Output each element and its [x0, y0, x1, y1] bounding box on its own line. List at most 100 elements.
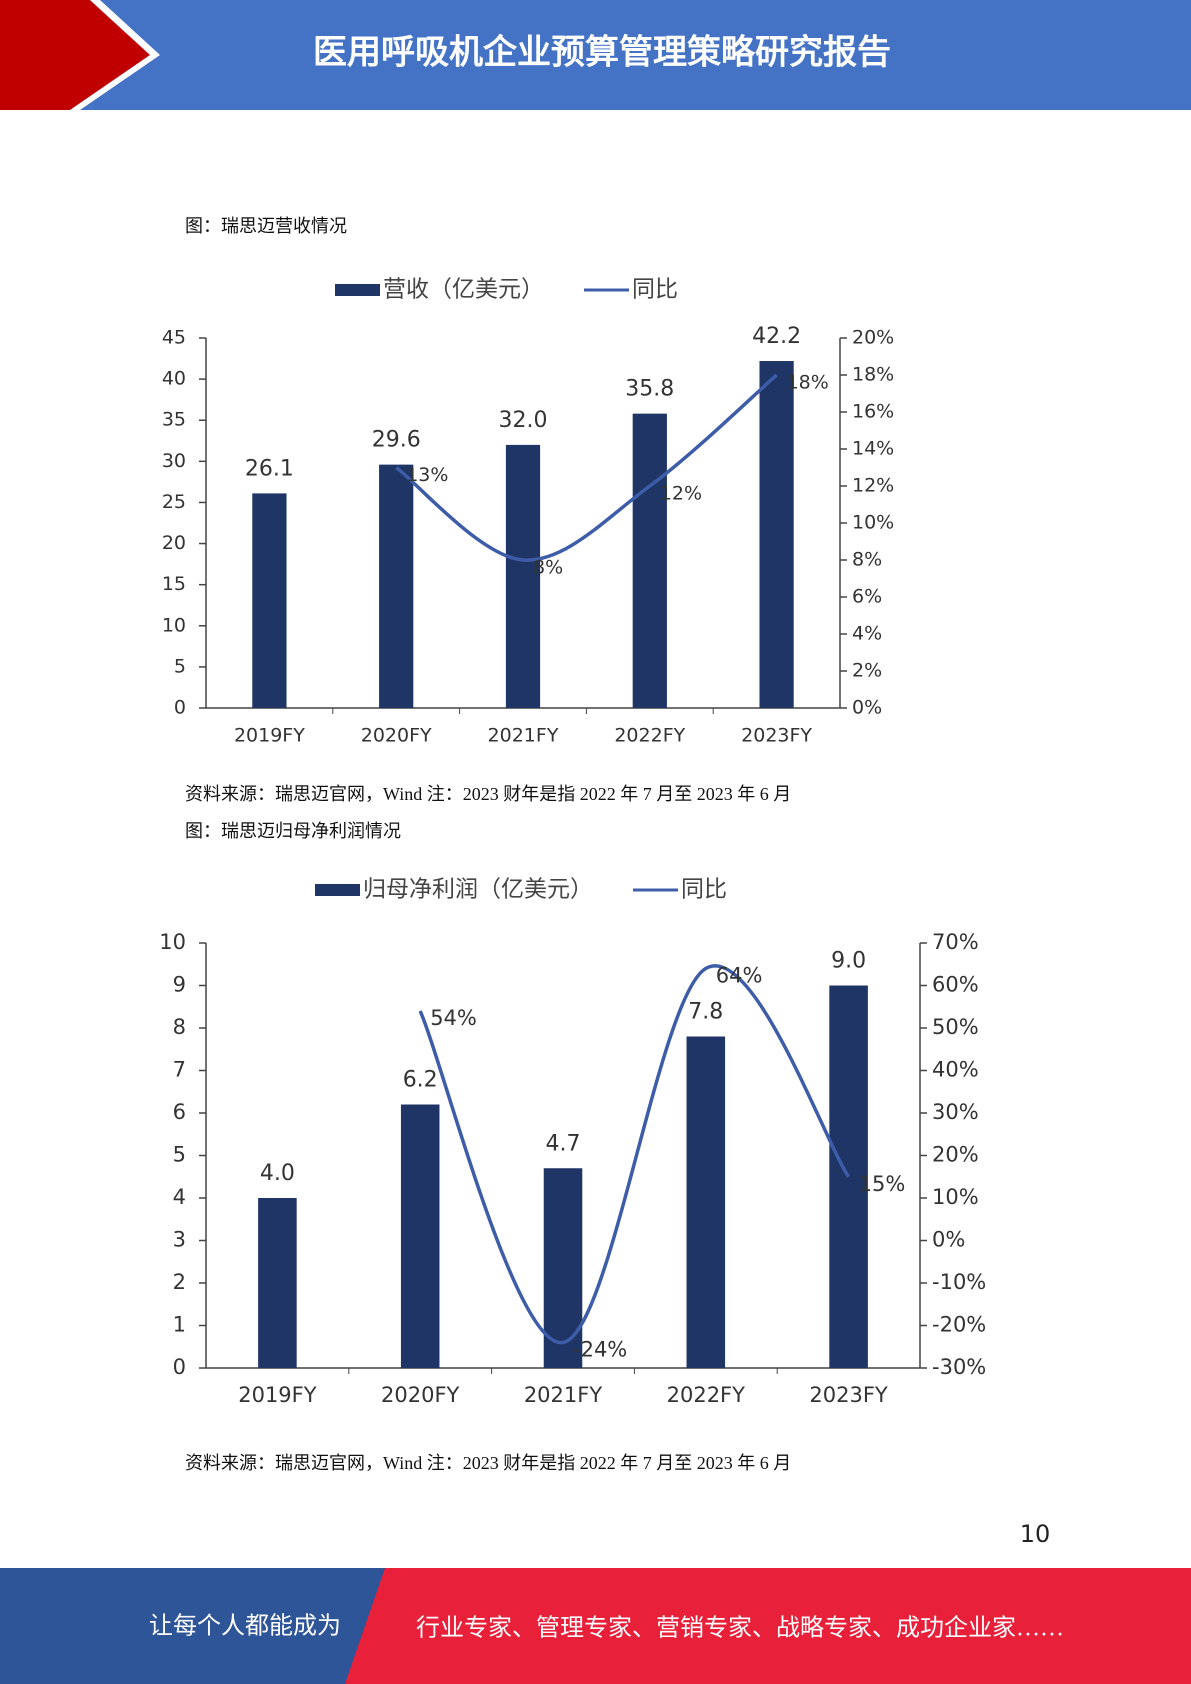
y2-tick-label: 70%: [932, 930, 979, 954]
y-tick-label: 9: [173, 973, 186, 997]
y2-tick-label: 14%: [852, 438, 894, 460]
y2-tick-label: 0%: [852, 697, 882, 719]
line-label: 12%: [660, 483, 702, 505]
y2-tick-label: -10%: [932, 1270, 986, 1294]
legend-label: 归母净利润（亿美元）: [363, 877, 593, 903]
bar-label: 4.0: [260, 1161, 295, 1186]
line-label: 13%: [406, 464, 448, 486]
y-tick-label: 20: [162, 532, 186, 554]
y2-tick-label: 6%: [852, 586, 882, 608]
figure-caption: 图：瑞思迈营收情况: [185, 216, 347, 236]
y2-tick-label: 8%: [852, 549, 882, 571]
bar: [686, 1036, 726, 1368]
x-tick-label: 2020FY: [361, 725, 432, 747]
y2-tick-label: 50%: [932, 1015, 979, 1039]
y2-tick-label: 30%: [932, 1100, 979, 1124]
y-tick-label: 5: [174, 655, 186, 677]
bar-label: 26.1: [245, 456, 294, 481]
legend-swatch: [335, 284, 380, 296]
figure-source: 资料来源：瑞思迈官网，Wind 注：2023 财年是指 2022 年 7 月至 …: [185, 1453, 791, 1473]
figure-caption: 图：瑞思迈归母净利润情况: [185, 821, 401, 841]
y-tick-label: 45: [162, 327, 186, 349]
footer-red: [345, 1568, 1191, 1684]
bar: [400, 1104, 440, 1368]
line-label: 18%: [787, 372, 829, 394]
legend-swatch: [315, 884, 360, 896]
y-tick-label: 6: [173, 1100, 186, 1124]
y-tick-label: 2: [173, 1270, 186, 1294]
line-label: 8%: [533, 557, 563, 579]
y-tick-label: 7: [173, 1058, 186, 1082]
x-tick-label: 2022FY: [614, 725, 685, 747]
y2-tick-label: 20%: [852, 327, 894, 349]
line-label: 15%: [859, 1172, 906, 1196]
x-tick-label: 2021FY: [488, 725, 559, 747]
y-tick-label: 15: [162, 573, 186, 595]
y-tick-label: 8: [173, 1015, 186, 1039]
bar-label: 9.0: [831, 949, 866, 974]
x-tick-label: 2019FY: [234, 725, 305, 747]
bar: [505, 444, 541, 708]
y-tick-label: 0: [173, 1355, 186, 1379]
y-tick-label: 35: [162, 409, 186, 431]
y2-tick-label: 10%: [932, 1185, 979, 1209]
x-tick-label: 2023FY: [809, 1383, 888, 1407]
y-tick-label: 4: [173, 1185, 186, 1209]
x-tick-label: 2019FY: [238, 1383, 317, 1407]
x-tick-label: 2023FY: [741, 725, 812, 747]
y2-tick-label: 10%: [852, 512, 894, 534]
y2-tick-label: 0%: [932, 1228, 965, 1252]
line-label: -24%: [573, 1338, 627, 1362]
y2-tick-label: 4%: [852, 623, 882, 645]
y2-tick-label: -20%: [932, 1313, 986, 1337]
x-tick-label: 2020FY: [381, 1383, 460, 1407]
line: [395, 373, 778, 562]
header-title: 医用呼吸机企业预算管理策略研究报告: [313, 33, 891, 73]
y-tick-label: 1: [173, 1313, 186, 1337]
line: [418, 964, 851, 1345]
bar-label: 42.2: [752, 324, 801, 349]
x-tick-label: 2021FY: [524, 1383, 603, 1407]
bar: [258, 1198, 297, 1368]
y-tick-label: 40: [162, 368, 186, 390]
bar-label: 29.6: [372, 428, 421, 453]
figure-source: 资料来源：瑞思迈官网，Wind 注：2023 财年是指 2022 年 7 月至 …: [185, 784, 791, 804]
y2-tick-label: 2%: [852, 660, 882, 682]
bar: [632, 413, 667, 708]
header-arrow-edge: [70, 0, 160, 110]
y2-tick-label: 18%: [852, 364, 894, 386]
bar: [252, 493, 287, 708]
y-tick-label: 0: [174, 697, 186, 719]
bar: [759, 361, 794, 708]
y2-tick-label: -30%: [932, 1355, 986, 1379]
y2-tick-label: 12%: [852, 475, 894, 497]
bar-label: 32.0: [499, 408, 548, 433]
bar: [379, 464, 414, 708]
page-number: 10: [1020, 1520, 1051, 1548]
y-tick-label: 25: [162, 491, 186, 513]
bar-label: 7.8: [688, 1000, 723, 1025]
y-tick-label: 10: [162, 614, 186, 636]
legend-label: 同比: [681, 877, 727, 903]
footer-right: 行业专家、管理专家、营销专家、战略专家、成功企业家……: [416, 1615, 1064, 1642]
bar: [829, 985, 868, 1368]
bar-label: 6.2: [403, 1068, 438, 1093]
legend-label: 营收（亿美元）: [383, 277, 544, 303]
bar-label: 4.7: [546, 1131, 581, 1156]
y-tick-label: 10: [159, 930, 186, 954]
line-label: 64%: [716, 964, 763, 988]
footer-left: 让每个人都能成为: [149, 1613, 341, 1640]
header-arrow: [0, 0, 150, 110]
y2-tick-label: 60%: [932, 973, 979, 997]
y2-tick-label: 16%: [852, 401, 894, 423]
y-tick-label: 3: [173, 1228, 186, 1252]
y-tick-label: 30: [162, 450, 186, 472]
x-tick-label: 2022FY: [667, 1383, 746, 1407]
legend-label: 同比: [632, 277, 678, 303]
y2-tick-label: 20%: [932, 1143, 979, 1167]
header-band: [0, 0, 1191, 110]
y-tick-label: 5: [173, 1143, 186, 1167]
y2-tick-label: 40%: [932, 1058, 979, 1082]
bar-label: 35.8: [625, 377, 674, 402]
